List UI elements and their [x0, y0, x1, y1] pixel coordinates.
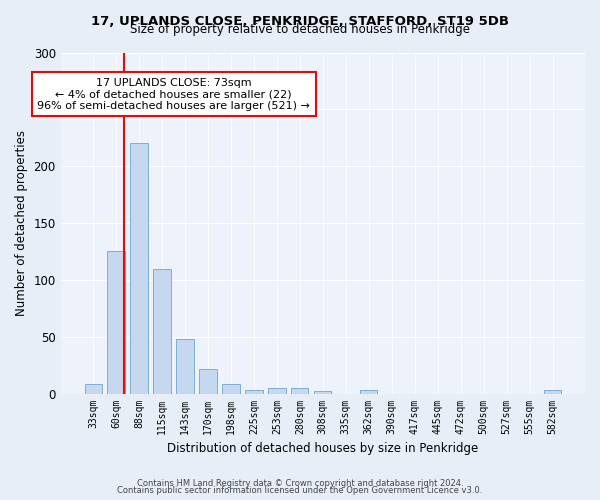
Bar — [314, 392, 331, 394]
Bar — [107, 252, 125, 394]
Bar — [223, 384, 239, 394]
Text: Size of property relative to detached houses in Penkridge: Size of property relative to detached ho… — [130, 22, 470, 36]
Bar — [291, 388, 308, 394]
Bar — [268, 388, 286, 394]
Bar — [85, 384, 102, 394]
Text: Contains public sector information licensed under the Open Government Licence v3: Contains public sector information licen… — [118, 486, 482, 495]
Y-axis label: Number of detached properties: Number of detached properties — [15, 130, 28, 316]
Bar — [544, 390, 561, 394]
X-axis label: Distribution of detached houses by size in Penkridge: Distribution of detached houses by size … — [167, 442, 478, 455]
Text: 17, UPLANDS CLOSE, PENKRIDGE, STAFFORD, ST19 5DB: 17, UPLANDS CLOSE, PENKRIDGE, STAFFORD, … — [91, 15, 509, 28]
Text: Contains HM Land Registry data © Crown copyright and database right 2024.: Contains HM Land Registry data © Crown c… — [137, 478, 463, 488]
Text: 17 UPLANDS CLOSE: 73sqm
← 4% of detached houses are smaller (22)
96% of semi-det: 17 UPLANDS CLOSE: 73sqm ← 4% of detached… — [37, 78, 310, 110]
Bar — [199, 368, 217, 394]
Bar — [360, 390, 377, 394]
Bar — [176, 339, 194, 394]
Bar — [245, 390, 263, 394]
Bar — [154, 268, 170, 394]
Bar — [130, 144, 148, 394]
